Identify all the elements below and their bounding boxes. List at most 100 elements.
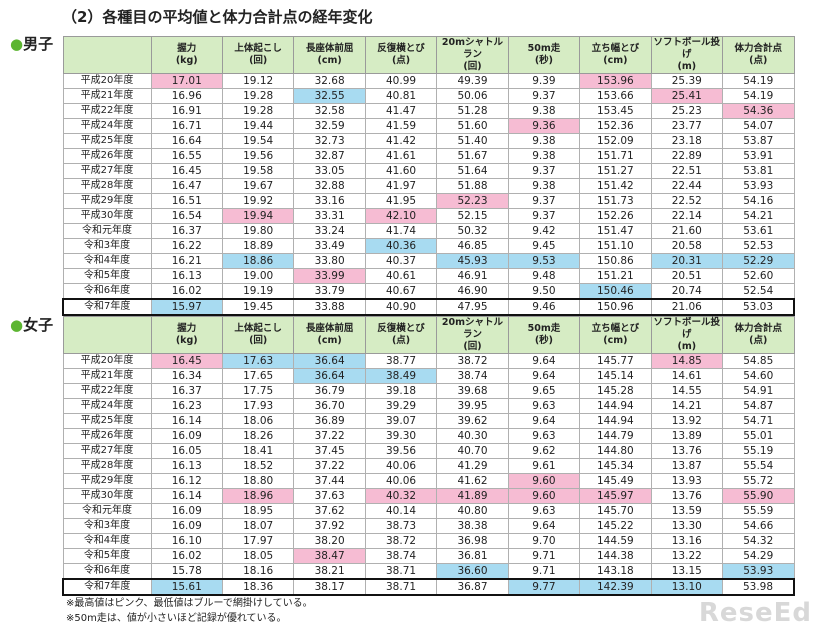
header-name: 体力合計点 — [734, 43, 782, 54]
data-row: 令和4年度 16.21 18.86 33.80 40.37 45.93 9.53 150.86… — [62, 253, 795, 269]
value-cell: 33.16 — [293, 193, 366, 209]
value-cell: 152.26 — [579, 208, 652, 224]
value-cell: 37.44 — [293, 473, 366, 489]
value-cell: 54.60 — [722, 368, 795, 384]
value-cell: 16.45 — [150, 353, 223, 369]
data-row: 平成22年度 16.37 17.75 36.79 39.18 39.68 9.65 145.2… — [62, 383, 795, 399]
value-cell: 39.68 — [436, 383, 509, 399]
value-cell: 40.30 — [436, 428, 509, 444]
value-cell: 9.61 — [507, 458, 581, 474]
value-cell: 145.77 — [579, 353, 652, 369]
data-row: 令和4年度 16.10 17.97 38.20 38.72 36.98 9.70 144.59… — [62, 533, 795, 549]
value-cell: 16.64 — [150, 133, 223, 149]
value-cell: 9.38 — [507, 148, 581, 164]
value-cell: 14.55 — [650, 383, 724, 399]
data-row: 平成29年度 16.51 19.92 33.16 41.95 52.23 9.37 151.7… — [62, 193, 795, 209]
data-row: 平成30年度 16.54 19.94 33.31 42.10 52.15 9.37 152.2… — [62, 208, 795, 224]
data-row: 平成24年度 16.23 17.93 36.70 39.29 39.95 9.63 144.9… — [62, 398, 795, 414]
value-cell: 52.15 — [436, 208, 509, 224]
value-cell: 37.22 — [293, 458, 366, 474]
value-cell: 55.01 — [722, 428, 795, 444]
data-row: 平成26年度 16.09 18.26 37.22 39.30 40.30 9.63 144.7… — [62, 428, 795, 444]
header-unit: (kg) — [175, 55, 198, 66]
header-row: 握力 (kg) 上体起こし (回) 長座体前屈 (cm) 反復横とび (点) 20mシャトルラン… — [62, 36, 795, 74]
year-cell: 令和5年度 — [62, 548, 152, 564]
value-cell: 19.92 — [221, 193, 295, 209]
value-cell: 33.49 — [293, 238, 366, 254]
value-cell: 13.76 — [650, 443, 724, 459]
value-cell: 54.29 — [722, 548, 795, 564]
value-cell: 36.87 — [436, 578, 509, 596]
value-cell: 54.19 — [722, 88, 795, 104]
value-cell: 16.09 — [150, 503, 223, 519]
value-cell: 38.17 — [293, 578, 366, 596]
value-cell: 25.23 — [650, 103, 724, 119]
value-cell: 16.54 — [150, 208, 223, 224]
title: （2）各種目の平均値と体力合計点の経年変化 — [62, 8, 373, 26]
header-unit: (kg) — [175, 335, 198, 346]
value-cell: 55.90 — [722, 488, 795, 504]
value-cell: 13.76 — [650, 488, 724, 504]
value-cell: 52.54 — [722, 283, 795, 300]
value-cell: 54.21 — [722, 208, 795, 224]
value-cell: 13.16 — [650, 533, 724, 549]
value-cell: 151.42 — [579, 178, 652, 194]
value-cell: 18.52 — [221, 458, 295, 474]
value-cell: 38.49 — [364, 368, 438, 384]
year-cell: 令和5年度 — [62, 268, 152, 284]
value-cell: 9.62 — [507, 443, 581, 459]
value-cell: 33.99 — [293, 268, 366, 284]
header-cell: 上体起こし (回) — [221, 316, 295, 354]
year-cell: 令和7年度 — [62, 298, 152, 316]
value-cell: 150.96 — [579, 298, 652, 316]
value-cell: 151.71 — [579, 148, 652, 164]
header-unit: (回) — [249, 55, 268, 66]
data-row: 平成22年度 16.91 19.28 32.58 41.47 51.28 9.38 153.4… — [62, 103, 795, 119]
value-cell: 38.73 — [364, 518, 438, 534]
value-cell: 25.41 — [650, 88, 724, 104]
value-cell: 33.31 — [293, 208, 366, 224]
data-row: 令和6年度 16.02 19.19 33.79 40.67 46.90 9.50 150.46… — [62, 283, 795, 300]
value-cell: 54.07 — [722, 118, 795, 134]
value-cell: 16.47 — [150, 178, 223, 194]
header-unit: (回) — [249, 335, 268, 346]
header-unit: (点) — [391, 55, 411, 66]
value-cell: 19.19 — [221, 283, 295, 300]
value-cell: 25.39 — [650, 73, 724, 89]
value-cell: 36.98 — [436, 533, 509, 549]
data-row: 令和3年度 16.22 18.89 33.49 40.36 46.85 9.45 151.10… — [62, 238, 795, 254]
value-cell: 39.30 — [364, 428, 438, 444]
value-cell: 19.54 — [221, 133, 295, 149]
value-cell: 17.75 — [221, 383, 295, 399]
value-cell: 17.97 — [221, 533, 295, 549]
value-cell: 16.55 — [150, 148, 223, 164]
value-cell: 16.23 — [150, 398, 223, 414]
value-cell: 53.93 — [722, 178, 795, 194]
value-cell: 41.47 — [364, 103, 438, 119]
value-cell: 9.60 — [507, 473, 581, 489]
value-cell: 16.37 — [150, 383, 223, 399]
value-cell: 40.14 — [364, 503, 438, 519]
value-cell: 32.55 — [293, 88, 366, 104]
value-cell: 54.19 — [722, 73, 795, 89]
data-row: 令和5年度 16.02 18.05 38.47 38.74 36.81 9.71 144.38… — [62, 548, 795, 564]
value-cell: 9.71 — [507, 563, 581, 580]
value-cell: 41.97 — [364, 178, 438, 194]
value-cell: 9.37 — [507, 163, 581, 179]
year-cell: 平成27年度 — [62, 163, 152, 179]
value-cell: 36.64 — [293, 353, 366, 369]
value-cell: 18.07 — [221, 518, 295, 534]
value-cell: 36.79 — [293, 383, 366, 399]
value-cell: 41.61 — [364, 148, 438, 164]
value-cell: 16.96 — [150, 88, 223, 104]
data-table: 握力 (kg) 上体起こし (回) 長座体前屈 (cm) 反復横とび (点) 20mシャトルラン… — [62, 36, 795, 316]
value-cell: 144.79 — [579, 428, 652, 444]
value-cell: 41.42 — [364, 133, 438, 149]
data-row: 令和7年度 15.97 19.45 33.88 40.90 47.95 9.46 150.96… — [62, 298, 795, 316]
data-row: 平成30年度 16.14 18.96 37.63 40.32 41.89 9.60 145.9… — [62, 488, 795, 504]
data-row: 令和3年度 16.09 18.07 37.92 38.73 38.38 9.64 145.22… — [62, 518, 795, 534]
data-row: 令和5年度 16.13 19.00 33.99 40.61 46.91 9.48 151.21… — [62, 268, 795, 284]
value-cell: 145.34 — [579, 458, 652, 474]
value-cell: 9.64 — [507, 413, 581, 429]
header-cell: 反復横とび (点) — [364, 36, 438, 74]
